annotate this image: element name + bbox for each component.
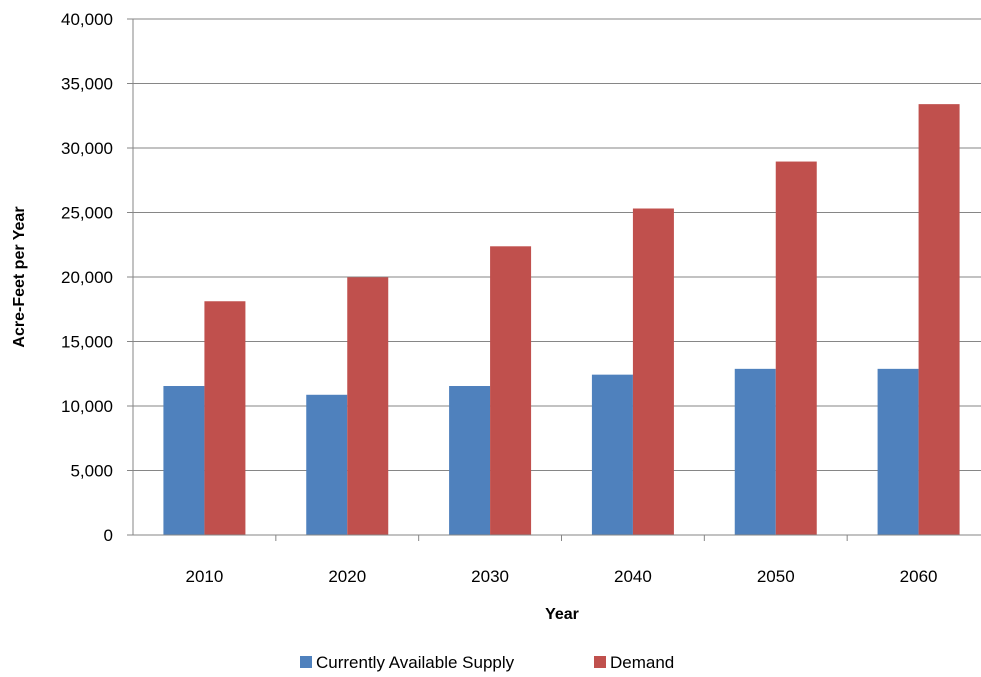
x-tick-label: 2030 (471, 567, 509, 586)
y-tick-label: 35,000 (61, 75, 113, 94)
bar-currently-available-supply-2010 (163, 386, 205, 535)
bar-demand-2040 (632, 208, 674, 535)
y-tick-label: 20,000 (61, 268, 113, 287)
bar-currently-available-supply-2040 (591, 374, 633, 535)
bar-demand-2020 (347, 277, 389, 535)
x-axis-title: Year (545, 606, 579, 623)
gridlines (133, 18, 981, 471)
axes: 0 5,000 10,000 15,000 20,000 25,000 30,000 35,0… (61, 10, 981, 586)
y-tick-label: 5,000 (70, 462, 113, 481)
bar-demand-2050 (775, 161, 817, 536)
bar-demand-2010 (204, 301, 246, 535)
legend: Currently Available Supply Demand (300, 653, 674, 672)
x-tick-label: 2050 (757, 567, 795, 586)
x-tick-label: 2060 (900, 567, 938, 586)
bar-demand-2060 (918, 104, 960, 535)
bar-demand-2030 (490, 246, 532, 535)
bars (163, 104, 960, 536)
y-tick-label: 40,000 (61, 10, 113, 29)
y-tick-label: 30,000 (61, 139, 113, 158)
legend-item-demand: Demand (594, 653, 674, 672)
bar-currently-available-supply-2060 (877, 368, 919, 535)
x-tick-label: 2040 (614, 567, 652, 586)
y-axis-title: Acre-Feet per Year (11, 206, 28, 347)
x-tick-label: 2020 (328, 567, 366, 586)
bar-currently-available-supply-2030 (449, 386, 491, 535)
bar-currently-available-supply-2050 (734, 368, 776, 535)
legend-swatch (300, 656, 312, 668)
y-tick-label: 15,000 (61, 333, 113, 352)
x-tick-label: 2010 (186, 567, 224, 586)
legend-item-currently-available-supply: Currently Available Supply (300, 653, 515, 672)
y-tick-label: 25,000 (61, 204, 113, 223)
y-tick-label: 10,000 (61, 397, 113, 416)
legend-label: Currently Available Supply (316, 653, 515, 672)
bar-currently-available-supply-2020 (306, 394, 348, 535)
legend-label: Demand (610, 653, 674, 672)
legend-swatch (594, 656, 606, 668)
y-tick-label: 0 (104, 526, 113, 545)
